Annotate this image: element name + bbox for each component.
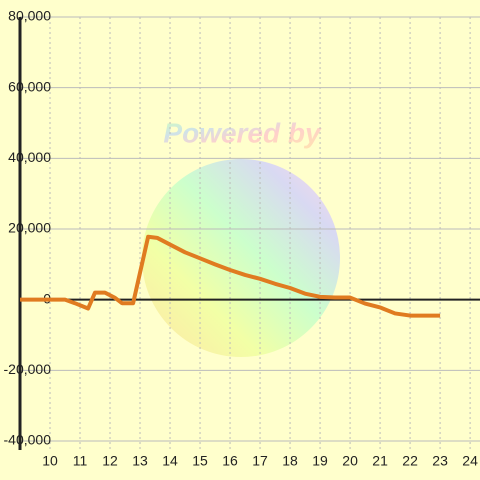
x-tick-label: 21 (372, 453, 388, 469)
x-tick-label: 14 (162, 453, 178, 469)
y-tick-label: 20,000 (8, 220, 51, 236)
x-tick-label: 18 (282, 453, 298, 469)
x-tick-label: 24 (462, 453, 478, 469)
x-tick-label: 17 (252, 453, 268, 469)
x-tick-label: 20 (342, 453, 358, 469)
x-tick-label: 11 (73, 453, 88, 469)
x-tick-label: 23 (432, 453, 448, 469)
x-tick-label: 22 (402, 453, 418, 469)
y-tick-label: -40,000 (4, 432, 52, 448)
x-tick-label: 16 (222, 453, 238, 469)
y-tick-label: 60,000 (8, 78, 51, 94)
y-tick-label: -20,000 (4, 361, 52, 377)
x-tick-label: 12 (102, 453, 118, 469)
watermark-circle (142, 159, 340, 357)
x-tick-label: 10 (42, 453, 58, 469)
x-tick-label: 19 (312, 453, 328, 469)
y-tick-label: 40,000 (8, 149, 51, 165)
y-tick-label: 80,000 (8, 8, 51, 24)
line (20, 234, 441, 318)
x-tick-label: 15 (192, 453, 208, 469)
watermark: Powered by (163, 117, 322, 148)
x-tick-label: 13 (132, 453, 148, 469)
